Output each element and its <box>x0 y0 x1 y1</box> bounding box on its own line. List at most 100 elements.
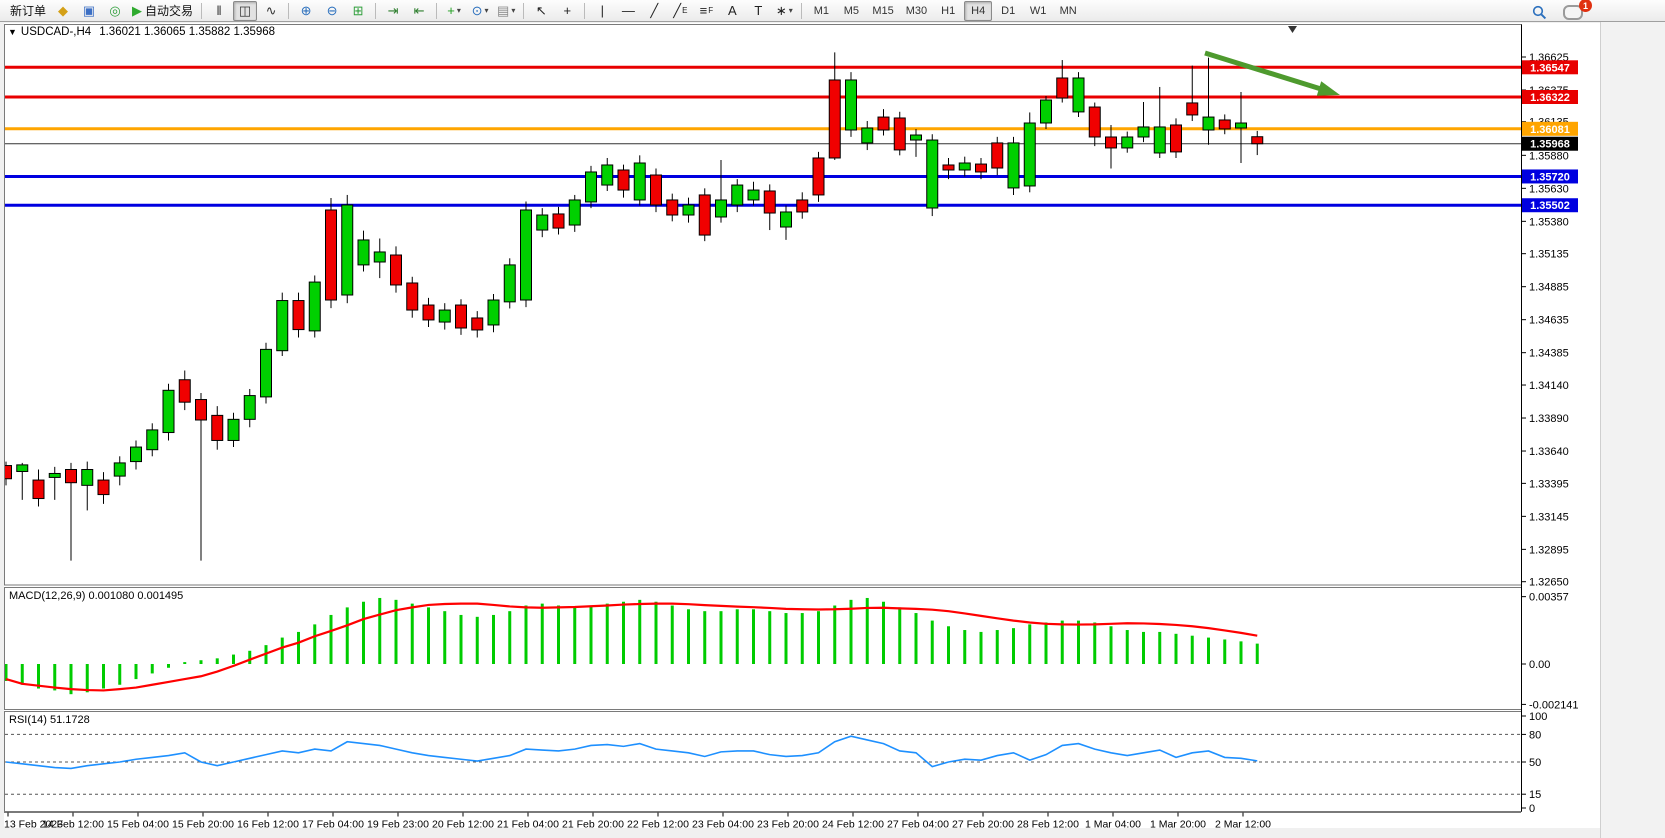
toolbar-separator <box>584 2 586 19</box>
svg-text:1.36081: 1.36081 <box>1530 124 1570 136</box>
main-toolbar: 新订单 ◆ ▣ ◎ ▶ 自动交易 ‖ ◫ ∿ ⊕ ⊖ ⊞ ⇥ ⇤ + ▾ ⊙ ▾ ▤ ▾ ↖ + | — ╱ ╱ E ≡ F A T ∗ ▾ M1… <box>0 0 1665 22</box>
cursor-button[interactable]: ↖ <box>535 2 547 18</box>
chart-window: 1.366251.363751.361351.358801.356301.353… <box>0 22 1600 838</box>
svg-text:1.35720: 1.35720 <box>1530 171 1570 183</box>
svg-text:1 Mar 04:00: 1 Mar 04:00 <box>1085 819 1141 831</box>
chart-symbol-period: USDCAD-,H4 <box>20 26 92 38</box>
notifications-button[interactable]: 1 <box>1560 0 1592 22</box>
svg-text:1.35968: 1.35968 <box>1530 139 1570 151</box>
chevron-down-icon: ▾ <box>788 5 793 15</box>
chart-collapse-icon[interactable]: ▼ <box>8 27 17 37</box>
zoom-out-icon[interactable]: ⊖ <box>326 2 338 18</box>
fibonacci-button[interactable]: ≡ F <box>699 2 714 18</box>
tf-h1-button[interactable]: H1 <box>941 4 956 17</box>
svg-text:27 Feb 04:00: 27 Feb 04:00 <box>887 819 949 831</box>
blue-chart-icon[interactable]: ▣ <box>82 2 96 18</box>
chevron-down-icon: ▾ <box>511 5 516 15</box>
svg-text:1.32650: 1.32650 <box>1529 577 1569 589</box>
svg-text:23 Feb 04:00: 23 Feb 04:00 <box>692 819 754 831</box>
text-label-button[interactable]: T <box>754 2 763 18</box>
svg-text:1.34385: 1.34385 <box>1529 348 1569 360</box>
right-panel-filler <box>1600 22 1665 838</box>
line-chart-icon[interactable]: ∿ <box>265 2 277 18</box>
svg-text:1.34140: 1.34140 <box>1529 380 1569 392</box>
candlestick-chart-icon[interactable]: ◫ <box>233 0 258 21</box>
tile-windows-icon[interactable]: ⊞ <box>352 2 364 18</box>
svg-text:15 Feb 20:00: 15 Feb 20:00 <box>172 819 234 831</box>
macd-panel-border <box>4 587 1522 710</box>
svg-text:22 Feb 12:00: 22 Feb 12:00 <box>627 819 689 831</box>
notification-badge: 1 <box>1579 0 1592 12</box>
svg-text:1.35502: 1.35502 <box>1530 200 1570 212</box>
tf-d1-button[interactable]: D1 <box>1001 4 1016 17</box>
svg-text:14 Feb 12:00: 14 Feb 12:00 <box>42 819 104 831</box>
text-button[interactable]: A <box>728 2 737 18</box>
svg-text:24 Feb 12:00: 24 Feb 12:00 <box>822 819 884 831</box>
svg-text:1.33145: 1.33145 <box>1529 511 1569 523</box>
svg-text:0: 0 <box>1529 803 1535 815</box>
svg-text:17 Feb 04:00: 17 Feb 04:00 <box>302 819 364 831</box>
svg-text:1.33395: 1.33395 <box>1529 478 1569 490</box>
search-button[interactable] <box>1527 2 1551 22</box>
horizontal-line-button[interactable]: — <box>621 2 635 18</box>
chart-title: ▼ USDCAD-,H4 1.36021 1.36065 1.35882 1.359… <box>8 26 275 38</box>
trendline-button[interactable]: ╱ <box>650 2 659 18</box>
search-icon <box>1532 5 1546 19</box>
chevron-down-icon: ▾ <box>456 5 461 15</box>
toolbar-separator <box>375 2 377 19</box>
chart-shift-marker-icon[interactable] <box>1288 26 1297 33</box>
auto-scroll-icon[interactable]: ⇥ <box>387 2 399 18</box>
price-badges: 1.36547 1.36322 1.36081 1.35968 1.35720 1.355… <box>1522 60 1578 213</box>
svg-text:1.35630: 1.35630 <box>1529 183 1569 195</box>
svg-text:27 Feb 20:00: 27 Feb 20:00 <box>952 819 1014 831</box>
svg-text:100: 100 <box>1529 711 1547 723</box>
svg-text:1.36322: 1.36322 <box>1530 92 1570 104</box>
chart-canvas[interactable]: 1.366251.363751.361351.358801.356301.353… <box>0 22 1600 838</box>
horizontal-lines[interactable] <box>5 65 1521 207</box>
main-panel-border <box>4 24 1522 586</box>
svg-text:1.35135: 1.35135 <box>1529 249 1569 261</box>
tf-m5-button[interactable]: M5 <box>843 4 859 17</box>
green-radar-icon[interactable]: ◎ <box>109 2 121 18</box>
arrows-button[interactable]: ∗ ▾ <box>775 2 793 18</box>
svg-text:0.00357: 0.00357 <box>1529 592 1569 604</box>
svg-text:1.33640: 1.33640 <box>1529 446 1569 458</box>
svg-text:13 Feb 2023: 13 Feb 2023 <box>4 819 63 831</box>
svg-text:1.36547: 1.36547 <box>1530 62 1570 74</box>
gold-diamond-icon[interactable]: ◆ <box>58 2 69 18</box>
svg-text:15: 15 <box>1529 789 1541 801</box>
chevron-down-icon: ▾ <box>484 5 489 15</box>
svg-text:2 Mar 12:00: 2 Mar 12:00 <box>1215 819 1271 831</box>
svg-text:15 Feb 04:00: 15 Feb 04:00 <box>107 819 169 831</box>
tf-h4-button[interactable]: H4 <box>964 0 993 21</box>
svg-text:50: 50 <box>1529 757 1541 769</box>
vertical-line-button[interactable]: | <box>600 2 605 18</box>
chart-shift-icon[interactable]: ⇤ <box>413 2 425 18</box>
svg-text:28 Feb 12:00: 28 Feb 12:00 <box>1017 819 1079 831</box>
svg-text:1.35380: 1.35380 <box>1529 216 1569 228</box>
trend-arrow-annotation[interactable] <box>1204 50 1340 96</box>
tf-m30-button[interactable]: M30 <box>905 4 928 17</box>
crosshair-button[interactable]: + <box>563 2 572 18</box>
zoom-in-icon[interactable]: ⊕ <box>300 2 312 18</box>
tf-m15-button[interactable]: M15 <box>872 4 894 17</box>
tf-w1-button[interactable]: W1 <box>1029 4 1047 17</box>
equidistant-channel-button[interactable]: ╱ E <box>673 2 688 18</box>
macd-histogram <box>5 597 1259 695</box>
svg-text:23 Feb 20:00: 23 Feb 20:00 <box>757 819 819 831</box>
bar-chart-icon[interactable]: ‖ <box>216 2 222 18</box>
svg-text:21 Feb 20:00: 21 Feb 20:00 <box>562 819 624 831</box>
indicators-button[interactable]: + ▾ <box>447 2 461 18</box>
tf-m1-button[interactable]: M1 <box>813 4 829 17</box>
templates-button[interactable]: ▤ ▾ <box>497 2 516 18</box>
periods-button[interactable]: ⊙ ▾ <box>471 2 489 18</box>
new-order-button[interactable]: 新订单 <box>10 3 47 18</box>
svg-text:1.32895: 1.32895 <box>1529 544 1569 556</box>
svg-text:21 Feb 04:00: 21 Feb 04:00 <box>497 819 559 831</box>
autotrading-button[interactable]: ▶ 自动交易 <box>132 2 194 18</box>
svg-text:-0.002141: -0.002141 <box>1529 699 1579 711</box>
tf-mn-button[interactable]: MN <box>1059 4 1077 17</box>
macd-signal-line <box>5 602 1258 692</box>
